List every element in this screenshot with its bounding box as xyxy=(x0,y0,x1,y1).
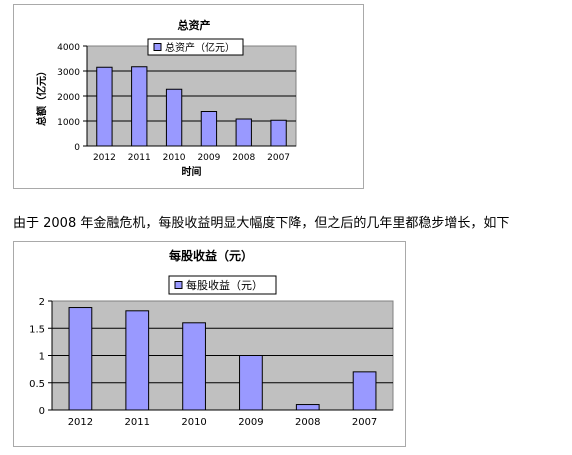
legend-box xyxy=(147,38,244,56)
x-tick-label: 2011 xyxy=(125,417,150,428)
x-tick-label: 2007 xyxy=(352,417,377,428)
chart-title: 每股收益（元） xyxy=(169,248,253,263)
chart-total-assets-svg: 0 1000 2000 3000 4000 2012 2011 2010 2009 2008 200… xyxy=(35,18,297,178)
x-axis-title: 时间 xyxy=(182,165,202,178)
legend-swatch xyxy=(153,43,162,51)
x-tick-label: 2012 xyxy=(68,417,93,428)
y-tick-label: 0 xyxy=(74,143,80,153)
bar xyxy=(200,111,218,147)
x-tick-label: 2008 xyxy=(232,153,255,163)
x-tick-label: 2008 xyxy=(295,417,320,428)
bar xyxy=(131,66,148,147)
x-tick-label: 2007 xyxy=(267,153,290,163)
legend-label: 每股收益（元） xyxy=(186,278,263,292)
bar xyxy=(239,355,263,411)
y-tick-label: 0.5 xyxy=(29,379,45,390)
y-tick-label: 2000 xyxy=(57,93,80,103)
legend-box xyxy=(168,275,277,295)
bar xyxy=(295,404,320,411)
bar xyxy=(235,118,252,147)
bar xyxy=(165,88,183,147)
y-tick-label: 1000 xyxy=(57,118,80,128)
x-tick-label: 2011 xyxy=(128,153,151,163)
chart-title: 总资产 xyxy=(178,18,211,32)
bar xyxy=(125,310,150,411)
legend-swatch xyxy=(174,281,183,289)
bar xyxy=(182,322,206,411)
bar xyxy=(96,66,113,147)
bar xyxy=(270,119,287,147)
caption-text: 由于 2008 年金融危机，每股收益明显大幅度下降，但之后的几年里都稳步增长，如… xyxy=(13,216,510,231)
chart-total-assets: 0 1000 2000 3000 4000 2012 2011 2010 2009 2008 200… xyxy=(13,4,364,189)
y-tick-label: 3000 xyxy=(57,68,80,78)
bar xyxy=(68,307,93,411)
x-tick-label: 2009 xyxy=(238,417,263,428)
y-tick-label: 0 xyxy=(39,406,45,417)
y-tick-label: 2 xyxy=(39,297,45,308)
legend-label: 总资产（亿元） xyxy=(165,41,235,54)
y-tick-label: 1.5 xyxy=(29,324,45,335)
y-axis-title: 总额（亿元） xyxy=(35,66,48,126)
y-tick-label: 4000 xyxy=(57,43,80,53)
y-tick-label: 1 xyxy=(39,352,45,363)
chart-eps: 0 0.5 1 1.5 2 2012 2011 2010 2009 2008 2007 每股收益（元）… xyxy=(13,241,406,447)
x-tick-label: 2010 xyxy=(163,153,186,163)
bar xyxy=(352,371,377,411)
x-tick-label: 2012 xyxy=(93,153,116,163)
chart-eps-svg: 0 0.5 1 1.5 2 2012 2011 2010 2009 2008 2007 每股收益（元）… xyxy=(29,248,394,428)
x-tick-label: 2009 xyxy=(197,153,220,163)
x-tick-label: 2010 xyxy=(181,417,206,428)
